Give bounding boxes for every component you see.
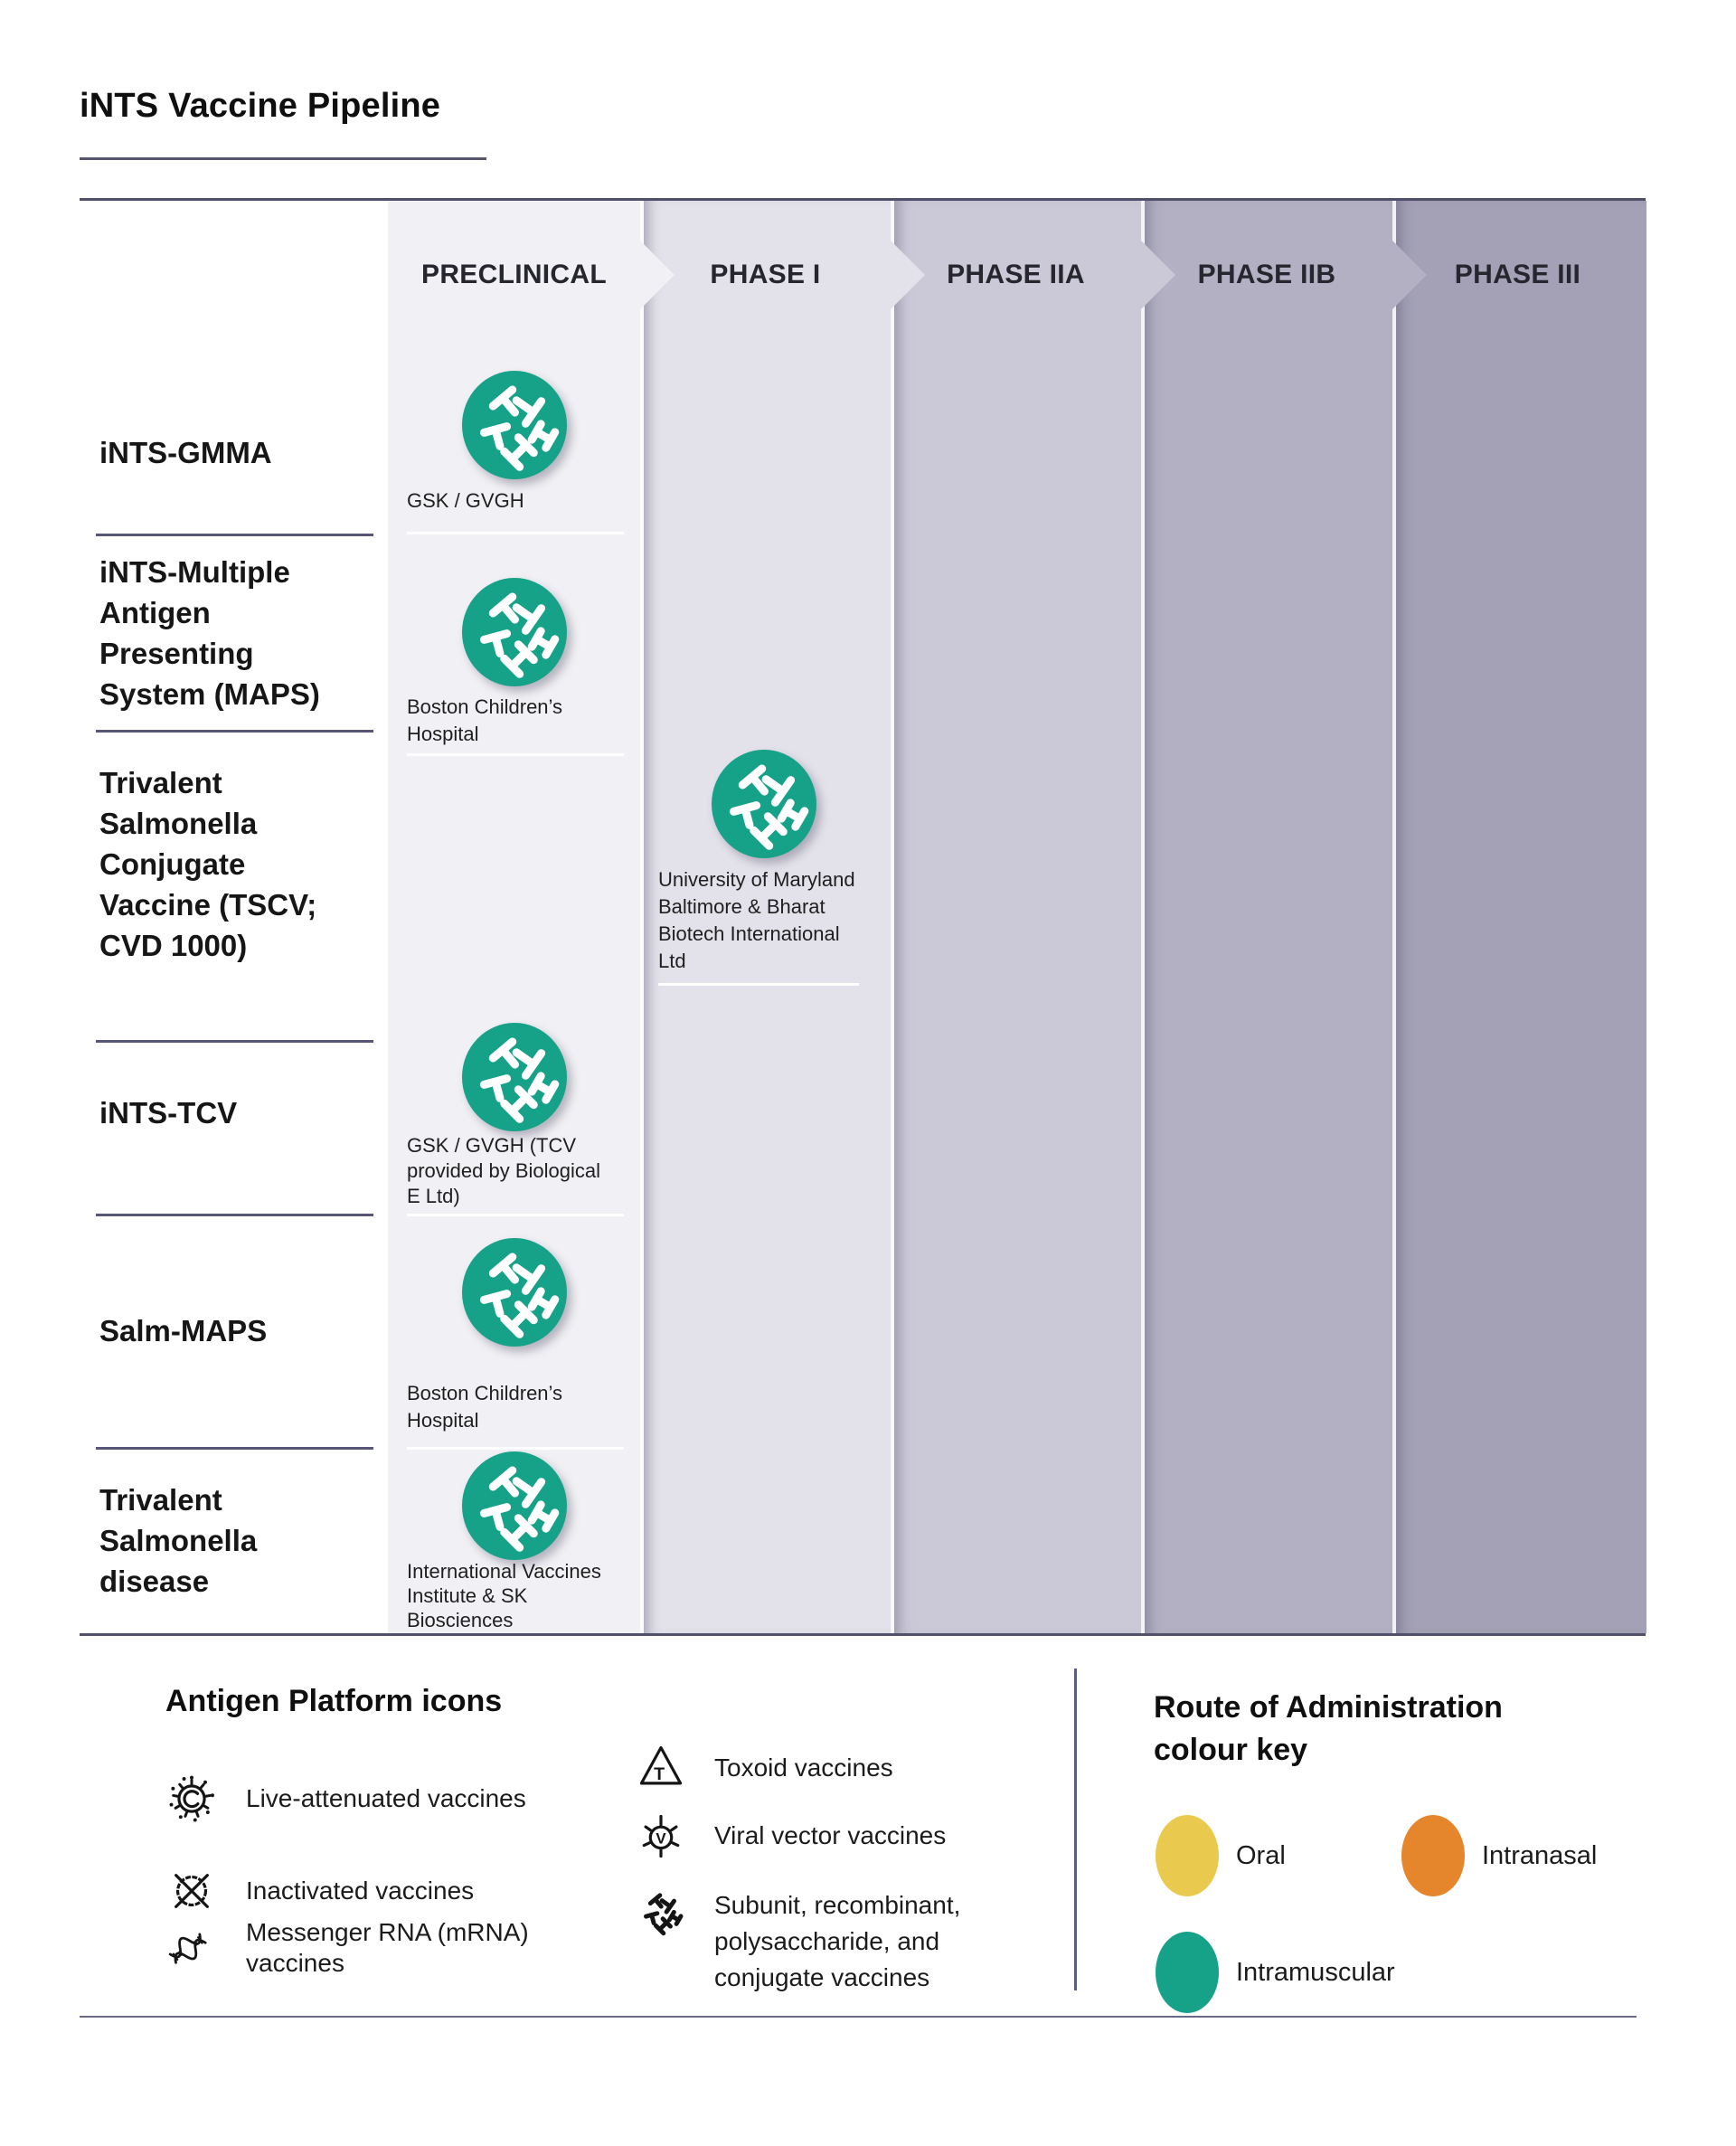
route-dot-oral — [1156, 1815, 1219, 1896]
route-dot-intramuscular — [1156, 1932, 1219, 2013]
phase-header-phase-3: PHASE III — [1454, 260, 1581, 289]
row-divider — [96, 534, 373, 536]
vaccine-dot-icon subunit-conjugate-icon — [462, 1238, 567, 1347]
row-divider — [96, 730, 373, 733]
row-label-ints-maps: iNTS-Multiple Antigen Presenting System … — [99, 555, 320, 711]
cell-divider — [407, 1447, 624, 1450]
cell-divider — [658, 983, 859, 986]
phase-header-preclinical: PRECLINICAL — [421, 260, 607, 289]
route-dot-intranasal — [1401, 1815, 1465, 1896]
row-divider — [96, 1447, 373, 1450]
row-divider — [96, 1040, 373, 1043]
phase-band-phase-1 — [640, 201, 894, 1633]
cell-divider — [407, 1214, 624, 1216]
vaccine-dot-icon subunit-conjugate-icon — [462, 1023, 567, 1131]
phase-band-phase-3 — [1392, 201, 1646, 1633]
live-attenuated-icon — [169, 1775, 214, 1822]
row-label-tscv: Trivalent Salmonella Conjugate Vaccine (… — [99, 766, 317, 962]
phase-band-phase-2b — [1141, 201, 1396, 1633]
toxoid-icon: T — [639, 1745, 683, 1785]
vaccine-dot-icon subunit-conjugate-icon — [712, 750, 816, 858]
org-label: Boston Children’s Hospital — [407, 695, 563, 745]
cell-divider — [407, 532, 624, 534]
title-underline — [80, 157, 486, 160]
vaccine-dot-icon subunit-conjugate-icon — [462, 578, 567, 686]
legend-heading-routes: Route of Administration colour key — [1154, 1690, 1503, 1767]
svg-text:T: T — [654, 1764, 665, 1784]
row-label-trivalent-salmonella-disease: Trivalent Salmonella disease — [99, 1483, 258, 1598]
org-label: University of Maryland Baltimore & Bhara… — [658, 868, 855, 972]
table-top-rule — [80, 198, 1646, 201]
row-label-ints-gmma: iNTS-GMMA — [99, 436, 272, 469]
cell-divider — [407, 753, 624, 756]
vaccine-dot-icon subunit-conjugate-icon — [462, 1451, 567, 1560]
mrna-icon — [168, 1933, 207, 1964]
legend-label: Messenger RNA (mRNA) vaccines — [246, 1918, 529, 1977]
footer-rule — [80, 2016, 1637, 2018]
route-label-intranasal: Intranasal — [1482, 1841, 1598, 1870]
vaccine-dot-icon subunit-conjugate-icon — [462, 371, 567, 479]
legend-heading-platforms: Antigen Platform icons — [165, 1684, 503, 1718]
org-label: Boston Children’s Hospital — [407, 1382, 563, 1432]
inactivated-icon — [175, 1874, 209, 1908]
row-divider — [96, 1214, 373, 1216]
legend-label: Viral vector vaccines — [714, 1821, 947, 1849]
page-title: iNTS Vaccine Pipeline — [80, 87, 441, 125]
phase-header-phase-1: PHASE I — [710, 260, 821, 289]
viral-vector-icon: V — [642, 1814, 680, 1858]
subunit-conjugate-icon — [635, 1886, 687, 1940]
phase-header-phase-2b: PHASE IIB — [1197, 260, 1336, 289]
org-label: GSK / GVGH (TCV provided by Biological E… — [407, 1134, 601, 1207]
legend-label: Inactivated vaccines — [246, 1877, 475, 1905]
svg-text:V: V — [656, 1829, 666, 1847]
row-label-salm-maps: Salm-MAPS — [99, 1314, 268, 1347]
phase-header-phase-2a: PHASE IIA — [947, 260, 1085, 289]
legend-label: Subunit, recombinant, polysaccharide, an… — [714, 1891, 961, 1991]
legend-divider — [1074, 1669, 1077, 1990]
row-label-ints-tcv: iNTS-TCV — [99, 1096, 238, 1130]
legend-label: Toxoid vaccines — [714, 1754, 893, 1782]
org-label: International Vaccines Institute & SK Bi… — [407, 1560, 601, 1631]
legend-label: Live-attenuated vaccines — [246, 1784, 526, 1812]
table-bottom-rule — [80, 1633, 1646, 1636]
org-label: GSK / GVGH — [407, 489, 524, 512]
route-label-oral: Oral — [1236, 1841, 1286, 1870]
route-label-intramuscular: Intramuscular — [1236, 1958, 1395, 1987]
phase-band-phase-2a — [891, 201, 1145, 1633]
